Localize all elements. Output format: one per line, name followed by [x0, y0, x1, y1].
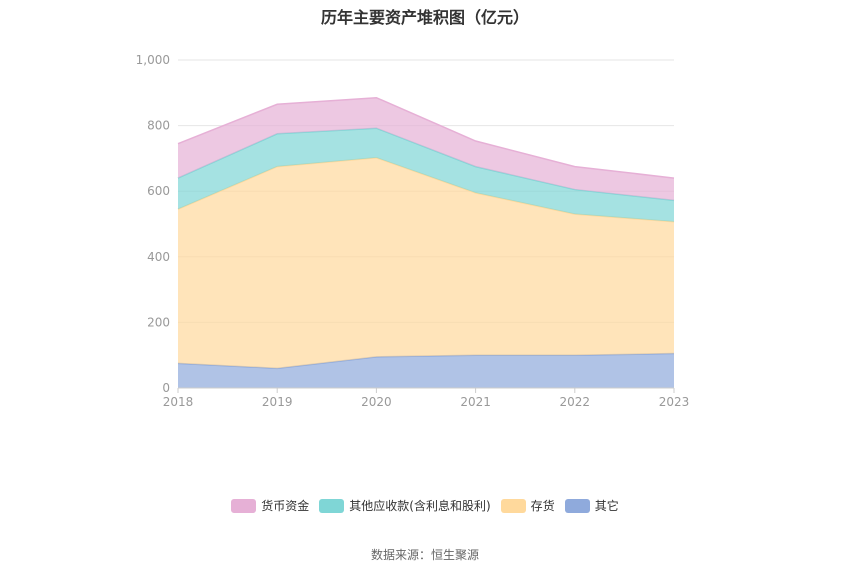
axis-layer: 0 200 400 600 800 1,000 2018 2019 2020 2021 2022 20…	[136, 53, 690, 409]
legend-item-存货[interactable]: 存货	[500, 497, 555, 514]
legend-swatch	[231, 498, 257, 513]
legend-swatch	[564, 498, 590, 513]
x-tick-label: 2018	[163, 395, 194, 409]
area-series-货币资金	[178, 97, 674, 201]
area-series-其它	[178, 353, 674, 388]
x-tick-label: 2020	[361, 395, 392, 409]
legend: 货币资金 其他应收款(含利息和股利) 存货 其它	[0, 497, 850, 514]
y-tick-label: 400	[147, 250, 170, 264]
legend-item-货币资金[interactable]: 货币资金	[231, 497, 309, 514]
x-tick-label: 2019	[262, 395, 293, 409]
area-series-存货	[178, 157, 674, 369]
data-source: 数据来源：恒生聚源	[370, 548, 479, 562]
area-layer	[177, 96, 675, 388]
y-tick-label: 600	[147, 184, 170, 198]
legend-swatch	[319, 498, 345, 513]
legend-swatch	[500, 498, 526, 513]
chart-title: 历年主要资产堆积图（亿元）	[320, 8, 529, 27]
legend-label: 其它	[594, 499, 619, 513]
y-tick-label: 800	[147, 119, 170, 133]
x-tick-label: 2022	[560, 395, 591, 409]
legend-label: 存货	[530, 499, 555, 513]
y-tick-label: 0	[162, 381, 170, 395]
legend-label: 其他应收款(含利息和股利)	[349, 499, 491, 513]
legend-label: 货币资金	[261, 499, 310, 513]
chart-area: 0 200 400 600 800 1,000 2018 2019 2020 2021 2022 20…	[136, 53, 690, 409]
legend-item-其他应收款[interactable]: 其他应收款(含利息和股利)	[319, 497, 491, 514]
y-tick-label: 1,000	[136, 53, 170, 67]
y-tick-label: 200	[147, 315, 170, 329]
series-line-货币资金	[177, 96, 675, 179]
x-tick-label: 2021	[460, 395, 491, 409]
x-tick-label: 2023	[659, 395, 690, 409]
area-series-其他应收款(含利息和股利)	[178, 128, 674, 222]
legend-item-其它[interactable]: 其它	[564, 497, 619, 514]
